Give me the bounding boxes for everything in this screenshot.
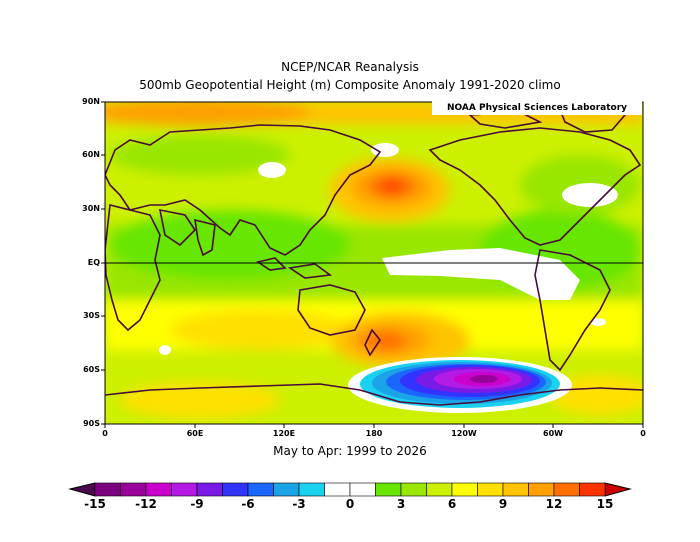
lat-label: 60N [82,150,100,159]
lat-label: 90S [83,419,100,428]
colorbar-tick-label: -3 [292,497,306,511]
colorbar-swatch [145,482,172,497]
colorbar-tick-label: -15 [84,497,106,511]
colorbar-swatch [120,482,147,497]
title-line-1: NCEP/NCAR Reanalysis [281,60,419,74]
lon-label: 0 [640,429,646,438]
colorbar-swatch [477,482,504,497]
lat-label: 30N [82,204,100,213]
lon-label: 180 [365,429,383,438]
colorbar-swatch [349,482,376,497]
colorbar-swatch [528,482,555,497]
colorbar-swatch [553,482,580,497]
lon-label: 120W [451,429,477,438]
lon-label: 0 [102,429,108,438]
lat-label: 90N [82,97,100,106]
lon-label: 60W [543,429,563,438]
colorbar-swatch [324,482,351,497]
lat-label: 30S [83,311,100,320]
colorbar-swatch [247,482,274,497]
colorbar-swatch [222,482,249,497]
colorbar-tick-label: 6 [447,497,457,511]
credit-label: NOAA Physical Sciences Laboratory [432,101,642,115]
colorbar-tick-label: -12 [135,497,157,511]
colorbar-swatch [579,482,606,497]
colorbar-swatch [196,482,223,497]
colorbar-tick-label: 9 [498,497,508,511]
colorbar-tick-label: 12 [545,497,563,511]
colorbar-swatch [171,482,198,497]
colorbar-max-arrow [604,482,632,497]
colorbar-min-arrow [68,482,96,497]
title-line-2: 500mb Geopotential Height (m) Composite … [139,78,561,92]
colorbar-swatch [451,482,478,497]
colorbar-swatch [94,482,121,497]
lat-label: 60S [83,365,100,374]
axis-ticks [101,101,644,428]
subtitle: May to Apr: 1999 to 2026 [273,444,427,458]
colorbar-tick-label: -9 [190,497,204,511]
lon-label: 60E [186,429,204,438]
colorbar-swatch [375,482,402,497]
colorbar-swatch [502,482,529,497]
colorbar-swatch [400,482,427,497]
colorbar-tick-label: 3 [396,497,406,511]
colorbar-swatch [273,482,300,497]
colorbar-tick-label: 15 [596,497,614,511]
colorbar [68,482,632,497]
colorbar-tick-label: 0 [345,497,355,511]
lat-label: EQ [87,258,100,267]
colorbar-tick-label: -6 [241,497,255,511]
colorbar-swatch [298,482,325,497]
lon-label: 120E [272,429,296,438]
colorbar-swatch [426,482,453,497]
